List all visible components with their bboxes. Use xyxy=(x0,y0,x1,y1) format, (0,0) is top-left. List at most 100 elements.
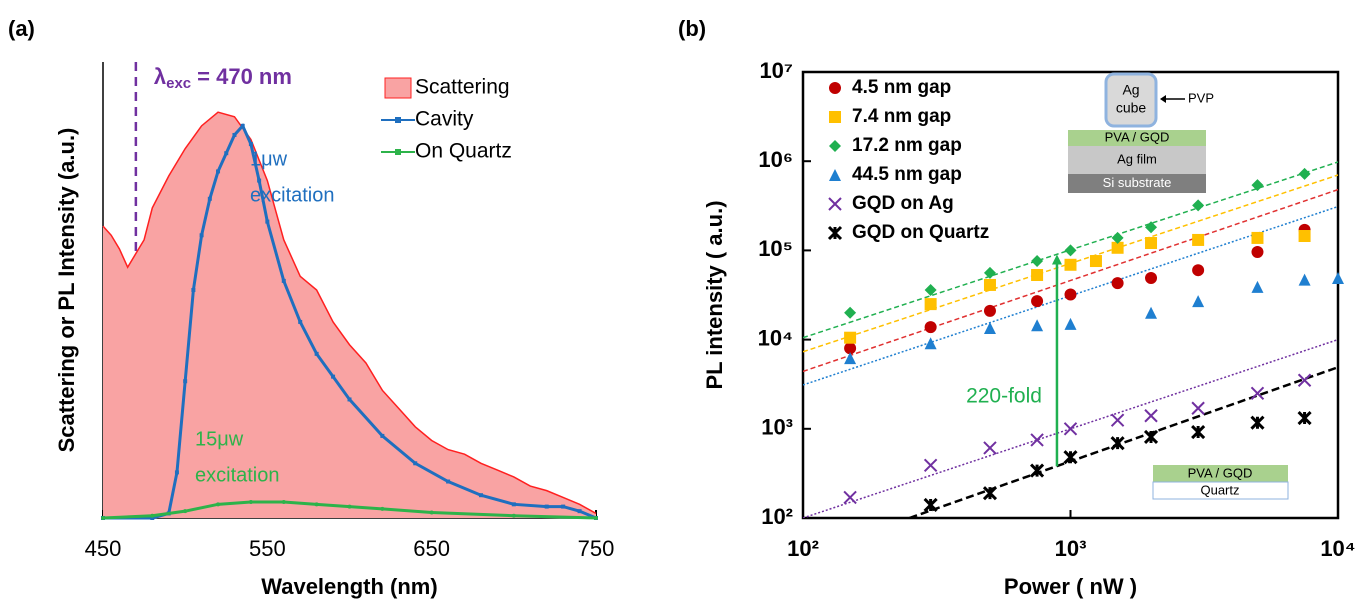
inset-text: PVP xyxy=(1188,90,1214,105)
y-tick-label: 10⁵ xyxy=(758,236,793,261)
marker xyxy=(1030,433,1044,447)
marker xyxy=(413,461,418,466)
arrow-label: 220-fold xyxy=(966,385,1042,408)
marker xyxy=(216,169,221,174)
marker xyxy=(380,433,385,438)
inset-text: cube xyxy=(1116,100,1147,116)
marker xyxy=(1298,273,1311,286)
marker xyxy=(240,123,245,128)
legend-label: 17.2 nm gap xyxy=(852,135,962,156)
marker xyxy=(174,470,179,475)
marker xyxy=(281,500,286,505)
legend-label: 4.5 nm gap xyxy=(852,77,951,98)
marker xyxy=(561,504,566,509)
marker xyxy=(1192,199,1205,212)
excitation-subscript: exc xyxy=(166,75,191,92)
legend-label: GQD on Quartz xyxy=(852,222,989,243)
marker xyxy=(380,506,385,511)
arrow-head xyxy=(1051,254,1062,265)
marker xyxy=(1144,409,1158,423)
marker xyxy=(1110,413,1125,427)
marker xyxy=(478,493,483,498)
marker xyxy=(983,278,996,291)
marker xyxy=(983,441,997,455)
area xyxy=(103,112,596,518)
marker xyxy=(1298,230,1311,243)
marker xyxy=(1089,255,1102,268)
marker xyxy=(511,502,516,507)
marker xyxy=(1251,179,1264,192)
marker xyxy=(446,479,451,484)
marker xyxy=(1250,415,1265,430)
y-axis-title: Scattering or PL Intensity (a.u.) xyxy=(54,128,79,453)
marker xyxy=(1063,450,1078,465)
inset-layer xyxy=(1153,465,1288,482)
marker xyxy=(577,509,582,514)
inset-layer xyxy=(1068,146,1206,174)
fit-line xyxy=(909,366,1338,518)
legend-label: 44.5 nm gap xyxy=(852,164,962,185)
panel-label: (b) xyxy=(678,16,706,41)
marker xyxy=(844,342,857,355)
marker xyxy=(232,132,237,137)
fit-line xyxy=(803,188,1338,373)
marker xyxy=(983,321,996,334)
marker xyxy=(1297,373,1312,387)
y-tick-label: 10⁷ xyxy=(759,58,793,83)
legend-marker xyxy=(395,117,401,123)
inset-text: Si substrate xyxy=(1103,175,1172,190)
marker xyxy=(1145,237,1158,250)
marker xyxy=(1251,231,1264,244)
marker xyxy=(983,266,996,279)
marker xyxy=(1191,401,1205,415)
marker xyxy=(265,219,270,224)
y-tick-label: 10⁴ xyxy=(758,325,793,350)
marker xyxy=(511,513,516,518)
legend-label: Cavity xyxy=(415,108,474,131)
y-tick-label: 10⁶ xyxy=(758,147,793,172)
marker xyxy=(544,504,549,509)
marker xyxy=(248,142,253,147)
marker xyxy=(1143,429,1159,445)
legend-label: 7.4 nm gap xyxy=(852,106,951,127)
legend-marker xyxy=(829,82,841,94)
legend-marker xyxy=(828,197,842,211)
marker xyxy=(224,151,229,156)
marker xyxy=(1031,319,1044,332)
legend-label: Scattering xyxy=(415,76,510,99)
annotation: excitation xyxy=(250,184,335,206)
marker xyxy=(150,513,155,518)
marker xyxy=(1251,245,1264,258)
x-axis-title: Wavelength (nm) xyxy=(261,574,437,599)
marker xyxy=(281,278,286,283)
marker xyxy=(1145,272,1158,285)
x-axis-title: Power ( nW ) xyxy=(1004,574,1137,599)
inset-text: Ag xyxy=(1122,82,1139,98)
legend-marker xyxy=(829,111,841,123)
legend-marker xyxy=(827,225,843,241)
marker xyxy=(331,374,336,379)
legend-marker xyxy=(829,169,841,181)
x-tick-label: 10³ xyxy=(1055,536,1087,561)
legend-marker xyxy=(829,140,841,152)
marker xyxy=(1250,386,1265,401)
marker xyxy=(1031,255,1044,268)
marker xyxy=(1064,258,1077,271)
marker xyxy=(1191,424,1206,440)
marker xyxy=(1251,280,1264,293)
marker xyxy=(248,500,253,505)
marker xyxy=(594,516,598,520)
series-line xyxy=(102,500,597,520)
inset-text: Ag film xyxy=(1117,151,1157,166)
marker xyxy=(1192,264,1205,277)
marker xyxy=(429,510,434,515)
x-tick-label: 550 xyxy=(249,536,286,561)
legend-label: On Quartz xyxy=(415,140,512,163)
marker xyxy=(1111,241,1124,254)
marker xyxy=(183,379,188,384)
marker xyxy=(1298,167,1311,180)
marker xyxy=(183,509,188,514)
legend-label: GQD on Ag xyxy=(852,193,954,214)
legend-marker xyxy=(395,149,401,155)
marker xyxy=(1064,244,1077,257)
